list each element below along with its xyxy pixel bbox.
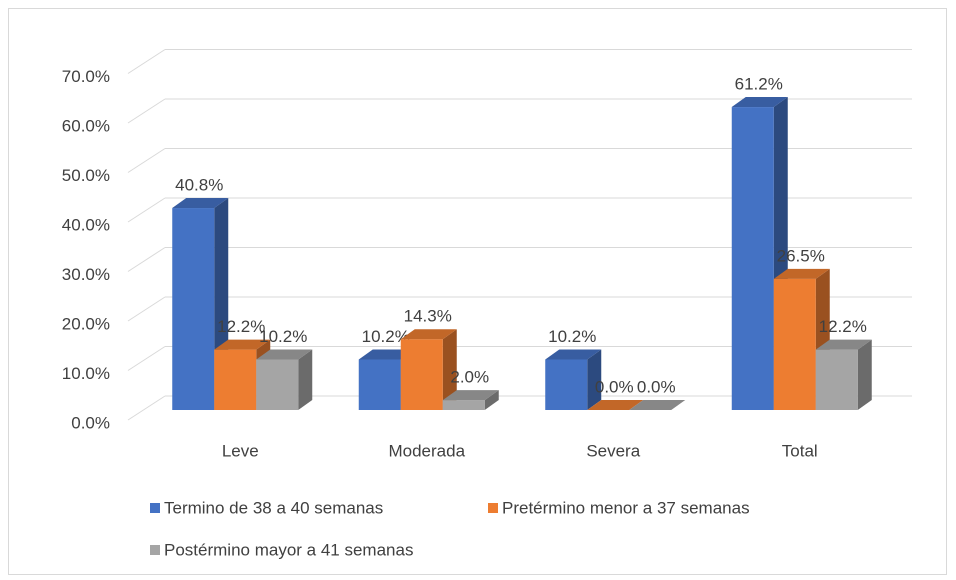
data-label: 2.0% [450, 368, 489, 387]
data-label: 26.5% [777, 246, 825, 265]
bar-top [587, 400, 644, 410]
legend-marker [488, 503, 498, 513]
bar-side [587, 349, 602, 410]
data-label: 12.2% [819, 317, 867, 336]
bar-top [172, 198, 229, 209]
bar-side [484, 390, 499, 410]
bar-top [629, 400, 686, 410]
legend-label: Postérmino mayor a 41 semanas [164, 540, 413, 559]
legend-marker [150, 545, 160, 555]
data-label: 10.2% [548, 327, 596, 346]
data-label: 0.0% [637, 377, 676, 396]
legend-label: Pretérmino menor a 37 semanas [502, 498, 750, 517]
bar [815, 349, 858, 410]
grid-line [127, 98, 166, 124]
grid-line [127, 197, 166, 223]
data-label: 10.2% [362, 327, 410, 346]
bar [545, 359, 588, 410]
x-tick-label: Total [782, 441, 818, 460]
data-label: 0.0% [595, 377, 634, 396]
data-label: 14.3% [404, 307, 452, 326]
grid-line [127, 296, 166, 322]
legend-label: Termino de 38 a 40 semanas [164, 498, 383, 517]
y-tick-label: 70.0% [62, 67, 110, 86]
bar [172, 208, 215, 410]
x-tick-label: Severa [586, 441, 640, 460]
bar [442, 400, 485, 410]
data-label: 61.2% [735, 75, 783, 94]
bar [214, 349, 257, 410]
bar-top [400, 329, 457, 340]
bar [256, 359, 299, 410]
bar [400, 339, 443, 410]
x-tick-label: Leve [222, 441, 259, 460]
bar-side [298, 349, 313, 410]
bar-top [731, 97, 788, 108]
grid-line [127, 247, 166, 272]
grid-line [127, 49, 166, 74]
data-label: 12.2% [217, 317, 265, 336]
bar [358, 359, 401, 410]
bar-top [256, 349, 313, 360]
grid-line [127, 346, 166, 371]
legend-marker [150, 503, 160, 513]
y-tick-label: 60.0% [62, 116, 110, 135]
bar-top [815, 339, 872, 350]
y-tick-label: 40.0% [62, 215, 110, 234]
bar-top [442, 390, 499, 401]
data-label: 40.8% [175, 176, 223, 195]
grid-line [127, 395, 166, 421]
bar [731, 107, 774, 410]
y-tick-label: 20.0% [62, 314, 110, 333]
y-tick-label: 10.0% [62, 364, 110, 383]
bar-side [857, 339, 872, 410]
x-tick-label: Moderada [388, 441, 465, 460]
y-tick-label: 0.0% [71, 413, 110, 432]
bar-top [773, 268, 830, 279]
data-label: 10.2% [259, 327, 307, 346]
bar-top [545, 349, 602, 360]
y-tick-label: 50.0% [62, 166, 110, 185]
grid-line [127, 148, 166, 173]
bar-top [214, 339, 271, 350]
bar-side [442, 329, 457, 410]
bar [773, 278, 816, 410]
y-tick-label: 30.0% [62, 265, 110, 284]
